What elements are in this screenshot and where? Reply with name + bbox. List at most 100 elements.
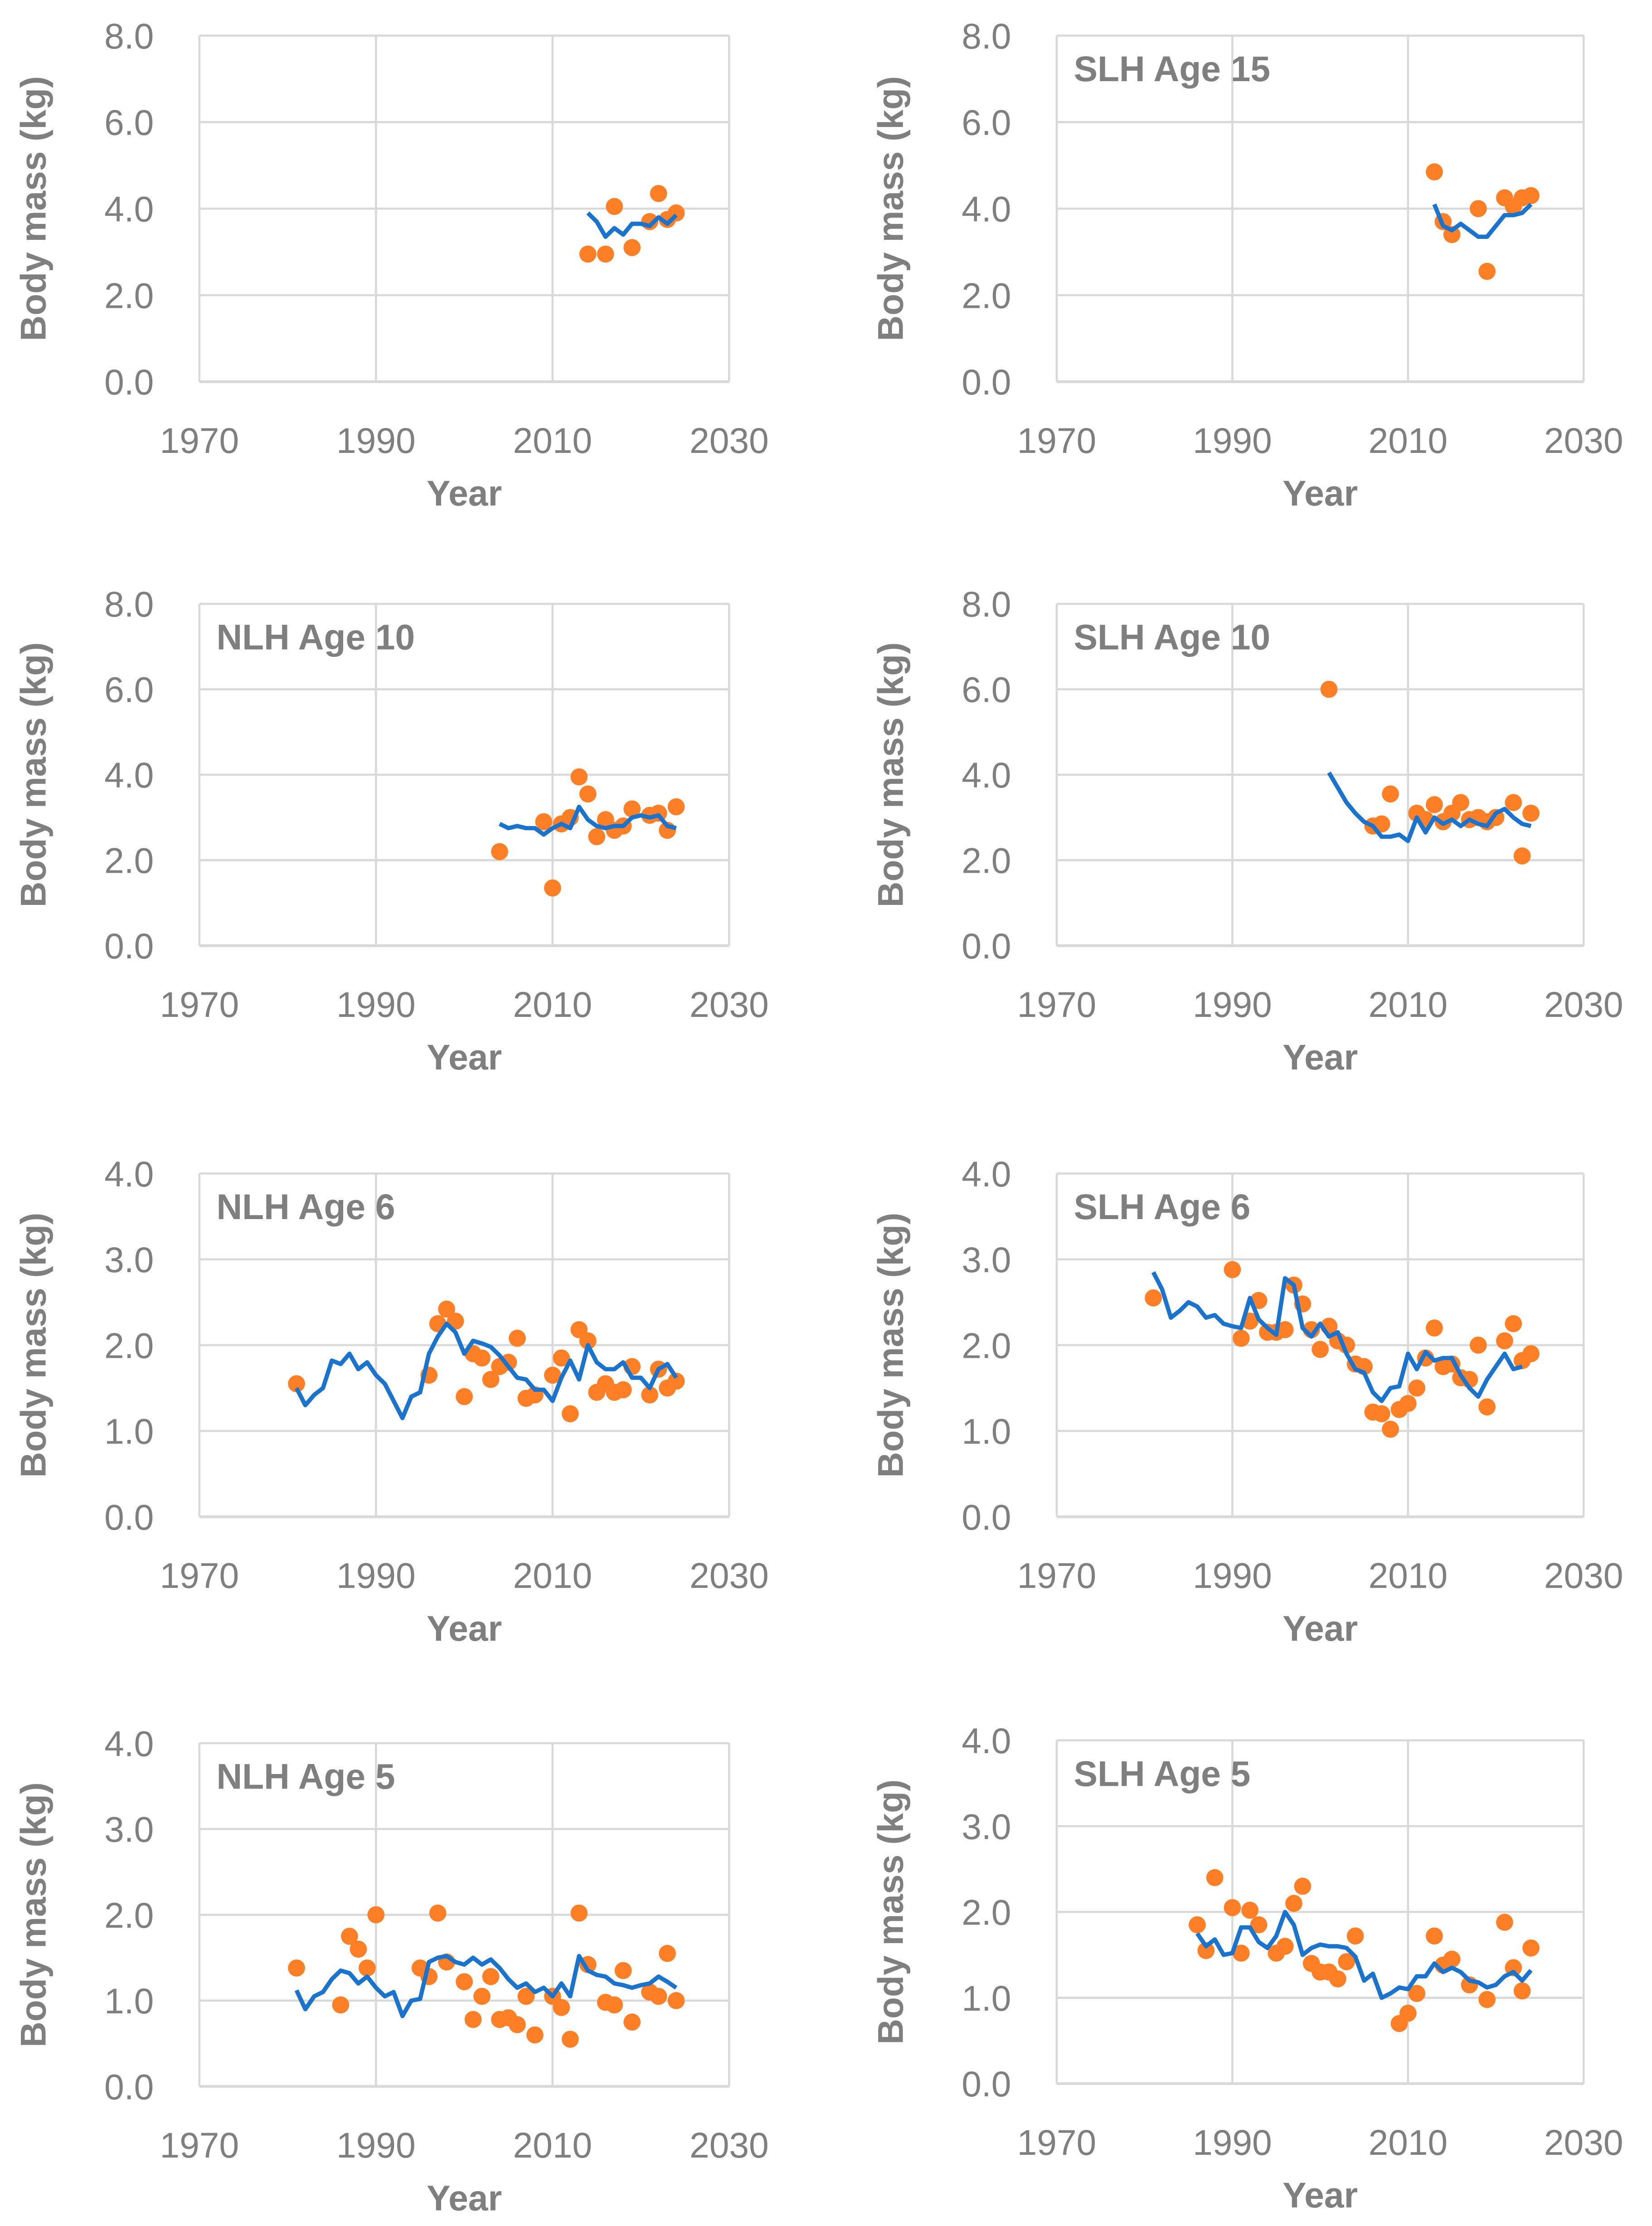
data-point <box>650 804 667 822</box>
data-point <box>429 1904 447 1922</box>
data-point <box>350 1940 367 1958</box>
data-point <box>535 813 553 831</box>
data-point <box>623 2013 641 2031</box>
data-point <box>561 1405 579 1423</box>
chart-panel: 0.0 2.0 4.0 6.0 8.0 1970 1990 2010 2030 Year Body … <box>14 16 769 513</box>
y-tick-label: 0.0 <box>104 1497 154 1537</box>
data-point <box>509 1330 526 1347</box>
data-point <box>288 1375 305 1393</box>
x-tick-label: 1970 <box>1017 2123 1097 2163</box>
y-axis-title: Body mass (kg) <box>14 76 53 341</box>
x-axis-title: Year <box>1283 1037 1358 1077</box>
y-tick-label: 4.0 <box>962 189 1011 229</box>
x-axis-title: Year <box>1283 2175 1358 2215</box>
data-point <box>482 1968 500 1985</box>
data-point <box>473 1349 491 1367</box>
data-point <box>570 768 588 786</box>
x-tick-label: 1990 <box>1193 421 1272 461</box>
data-point <box>1232 1330 1250 1347</box>
trend-line <box>294 1954 678 2018</box>
data-point <box>1382 785 1399 803</box>
x-axis-title: Year <box>1283 473 1358 513</box>
chart-panel: 0.0 1.0 2.0 3.0 4.0 1970 1990 2010 2030 Year Body … <box>871 1154 1623 1648</box>
data-point <box>588 828 606 846</box>
data-point <box>526 2026 544 2044</box>
data-point <box>1478 1991 1496 2008</box>
data-point <box>667 798 685 816</box>
data-point <box>1408 1985 1425 2002</box>
y-tick-label: 6.0 <box>962 103 1011 143</box>
y-tick-label: 6.0 <box>962 670 1011 710</box>
data-point <box>1224 1261 1241 1278</box>
x-tick-label: 2030 <box>1544 421 1623 461</box>
x-axis-title: Year <box>1283 1609 1358 1648</box>
y-axis-title: Body mass (kg) <box>871 1779 911 2045</box>
y-tick-label: 2.0 <box>104 841 154 881</box>
x-tick-label: 2010 <box>513 421 593 461</box>
y-axis-title: Body mass (kg) <box>871 642 911 908</box>
data-point <box>641 1386 658 1404</box>
data-point <box>544 879 561 897</box>
trend-line <box>498 804 677 837</box>
data-point <box>1426 163 1443 180</box>
panel-title: SLH Age 6 <box>1074 1187 1251 1227</box>
data-point <box>1312 1341 1329 1358</box>
y-tick-label: 2.0 <box>104 276 154 316</box>
data-point <box>1206 1869 1224 1886</box>
data-point <box>464 2011 482 2028</box>
data-point <box>1241 1901 1258 1919</box>
y-tick-label: 0.0 <box>962 1497 1011 1537</box>
y-tick-label: 4.0 <box>104 1724 154 1764</box>
data-point <box>1145 1289 1162 1307</box>
data-point <box>1399 2004 1417 2022</box>
trend-line <box>1195 1910 1533 2000</box>
panel-title: NLH Age 5 <box>216 1757 395 1797</box>
data-point <box>570 1904 588 1922</box>
x-tick-label: 1970 <box>160 1556 239 1596</box>
x-tick-label: 1990 <box>1193 1556 1272 1596</box>
x-tick-label: 1970 <box>160 2125 239 2165</box>
x-tick-label: 2010 <box>513 985 593 1025</box>
data-point <box>1522 1345 1540 1362</box>
y-tick-label: 3.0 <box>962 1807 1011 1847</box>
y-tick-label: 1.0 <box>104 1412 154 1452</box>
x-tick-label: 2010 <box>1368 1556 1448 1596</box>
data-point <box>1522 1939 1540 1957</box>
data-point <box>1285 1895 1302 1912</box>
data-point <box>1469 1337 1487 1354</box>
y-tick-label: 0.0 <box>104 362 154 402</box>
data-point <box>1496 1332 1513 1350</box>
data-point <box>1276 1938 1294 1955</box>
data-point <box>650 185 667 202</box>
y-tick-label: 4.0 <box>962 1154 1011 1194</box>
y-tick-label: 8.0 <box>962 584 1011 624</box>
x-tick-label: 2010 <box>513 1556 593 1596</box>
data-point <box>288 1959 305 1977</box>
data-point <box>579 1332 597 1350</box>
x-tick-label: 2030 <box>690 421 769 461</box>
data-point <box>1496 1914 1513 1931</box>
y-axis-title: Body mass (kg) <box>14 1782 53 2047</box>
data-point <box>332 1996 350 2014</box>
data-point <box>1197 1942 1215 1959</box>
data-point <box>606 1996 623 2014</box>
y-tick-label: 1.0 <box>104 1981 154 2021</box>
panel-title: SLH Age 15 <box>1074 49 1270 89</box>
y-tick-label: 3.0 <box>962 1240 1011 1280</box>
data-point <box>438 1300 455 1318</box>
data-point <box>1478 262 1496 280</box>
x-tick-label: 2010 <box>1368 421 1448 461</box>
data-point <box>1189 1916 1206 1934</box>
data-point <box>1373 1405 1390 1423</box>
panel-title: NLH Age 6 <box>216 1187 395 1227</box>
data-point <box>1505 1315 1522 1332</box>
data-point <box>1232 1944 1250 1962</box>
data-point <box>623 800 641 818</box>
y-tick-label: 0.0 <box>962 2064 1011 2104</box>
trend-line <box>294 1322 678 1420</box>
y-tick-label: 4.0 <box>962 1721 1011 1761</box>
y-tick-label: 8.0 <box>104 584 154 624</box>
x-tick-label: 2030 <box>1544 2123 1623 2163</box>
x-tick-label: 1990 <box>336 1556 416 1596</box>
x-tick-label: 1990 <box>336 985 416 1025</box>
